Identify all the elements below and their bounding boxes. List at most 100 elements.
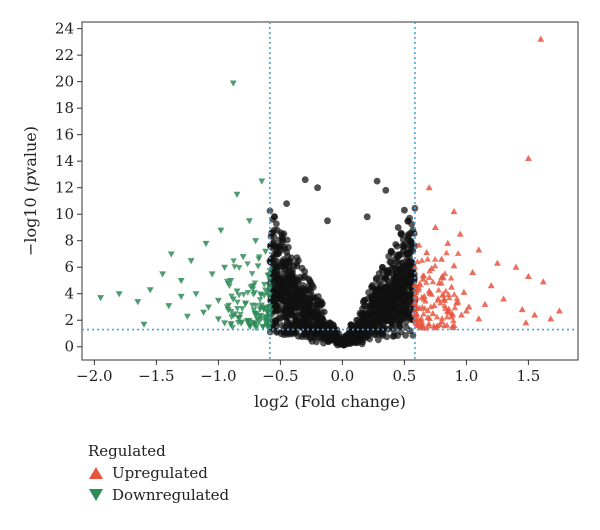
ns-point	[282, 284, 290, 291]
x-tick-label: 1.5	[516, 367, 540, 385]
ns-point	[301, 286, 308, 294]
downregulated-points	[97, 80, 274, 332]
y-tick-label: 6	[64, 258, 74, 276]
upregulated-point	[500, 295, 508, 302]
downregulated-point	[187, 258, 195, 265]
ns-point	[278, 302, 285, 309]
upregulated-point	[431, 262, 439, 269]
ns-point	[314, 310, 322, 318]
ns-point	[288, 329, 295, 336]
x-axis-title: log2 (Fold change)	[254, 392, 406, 411]
upregulated-point	[439, 291, 446, 298]
ns-point	[382, 307, 390, 314]
ns-point	[362, 317, 369, 325]
upregulated-point	[416, 280, 423, 287]
ns-point	[356, 318, 364, 326]
downregulated-point	[250, 307, 258, 314]
downregulated-point	[258, 302, 265, 309]
upregulated-point	[418, 294, 426, 300]
upregulated-point	[445, 294, 453, 301]
upregulated-point	[427, 303, 435, 310]
downregulated-point	[224, 280, 232, 287]
ns-point	[270, 254, 278, 261]
y-tick-label: 4	[64, 285, 74, 303]
upregulated-point	[460, 288, 468, 295]
downregulated-point	[254, 263, 262, 270]
ns-point	[271, 289, 279, 296]
ns-point	[388, 283, 396, 291]
ns-point	[272, 320, 280, 327]
downregulated-point	[261, 281, 268, 288]
upregulated-point	[433, 323, 440, 330]
ns-point	[278, 261, 286, 269]
ns-point	[406, 238, 414, 246]
upregulated-point	[418, 315, 425, 322]
y-tick-label: 16	[55, 126, 74, 144]
upregulated-point	[421, 305, 429, 311]
upregulated-point	[425, 322, 433, 329]
ns-outlier-point	[270, 226, 278, 234]
ns-point	[308, 334, 315, 342]
upregulated-point	[426, 315, 433, 321]
upregulated-point	[442, 287, 449, 294]
upregulated-point	[419, 275, 427, 282]
legend-item-downregulated: Downregulated	[88, 484, 229, 506]
downregulated-point	[259, 323, 267, 330]
upregulated-point	[426, 267, 433, 274]
ns-point	[296, 273, 304, 281]
downregulated-point	[235, 292, 243, 299]
downregulated-point	[240, 292, 247, 298]
ns-point	[319, 300, 326, 308]
ns-point	[388, 265, 396, 272]
downregulated-point	[234, 305, 241, 312]
downregulated-point	[205, 304, 212, 311]
upregulated-point	[444, 307, 452, 314]
downregulated-point	[115, 291, 123, 298]
ns-point	[386, 314, 393, 321]
downregulated-point	[202, 240, 210, 247]
downregulated-point	[235, 265, 243, 271]
ns-point	[285, 258, 293, 265]
y-tick-label: 0	[64, 338, 74, 356]
upregulated-point	[434, 295, 442, 301]
upregulated-point	[448, 323, 456, 330]
ns-point	[367, 293, 375, 301]
ns-point	[384, 269, 391, 277]
ns-point	[356, 309, 364, 317]
downregulated-point	[233, 191, 241, 198]
ns-point	[379, 264, 386, 271]
upregulated-point	[441, 302, 448, 309]
ns-point	[384, 296, 392, 303]
downregulated-point	[228, 293, 235, 300]
ns-outlier-point	[283, 200, 290, 208]
threshold-lines	[82, 22, 578, 360]
upregulated-point	[411, 306, 419, 313]
upregulated-point	[450, 262, 458, 269]
downregulated-point	[167, 251, 175, 258]
ns-outlier-point	[324, 217, 331, 225]
downregulated-point	[140, 321, 148, 328]
ns-point	[325, 332, 333, 340]
upregulated-point	[423, 279, 430, 285]
ns-point	[373, 297, 381, 305]
upregulated-point	[425, 184, 433, 191]
ns-point	[310, 320, 318, 327]
downregulated-point	[235, 320, 242, 326]
upregulated-point	[475, 246, 483, 253]
ns-point	[280, 230, 288, 238]
ns-point	[333, 331, 340, 339]
downregulated-point	[250, 291, 257, 298]
y-tick-label: 2	[64, 311, 74, 329]
ns-point	[298, 264, 306, 272]
ns-point	[282, 278, 290, 286]
downregulated-point	[134, 299, 142, 306]
ns-point	[322, 321, 330, 329]
ns-point	[405, 293, 413, 301]
downregulated-point	[258, 178, 266, 185]
ns-point	[393, 242, 401, 250]
ns-point	[278, 322, 286, 329]
upregulated-point	[431, 223, 439, 230]
upregulated-point	[454, 298, 462, 305]
upregulated-point	[531, 311, 539, 318]
downregulated-point	[252, 238, 260, 245]
